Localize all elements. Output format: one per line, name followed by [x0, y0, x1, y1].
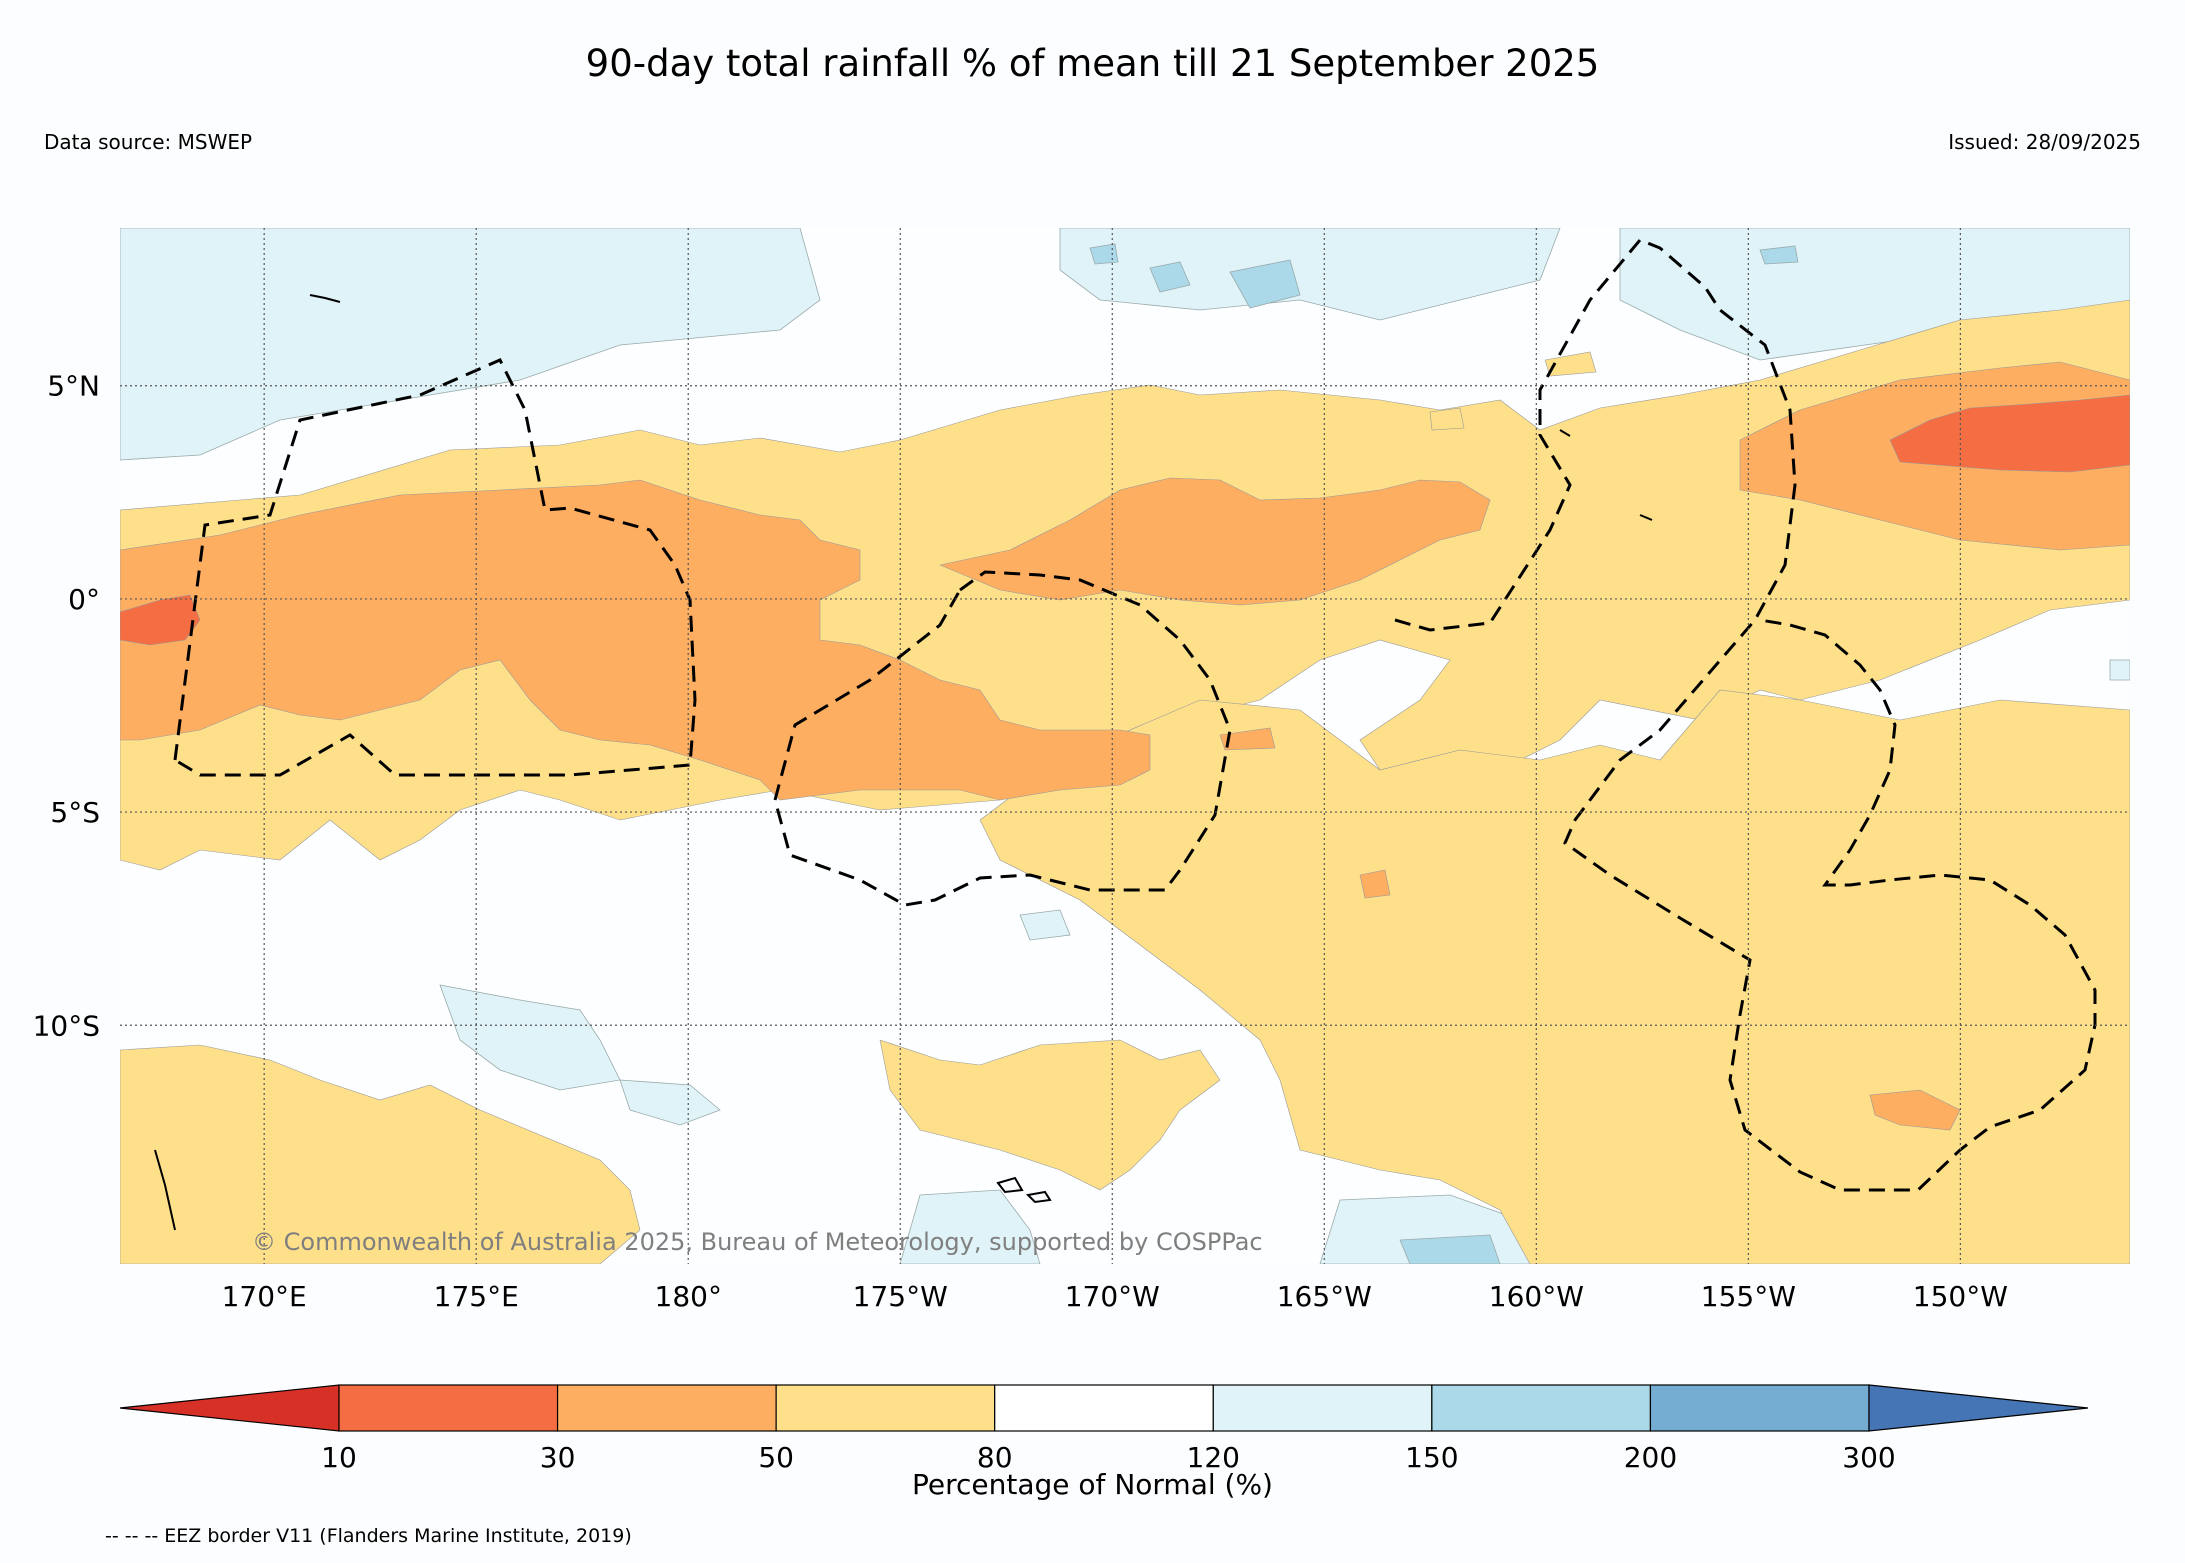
copyright-notice: © Commonwealth of Australia 2025, Bureau… — [252, 1228, 1263, 1256]
colorbar-tick-label: 300 — [1842, 1441, 1895, 1474]
island-outline — [154, 1149, 176, 1231]
wet-patch-north-3 — [1089, 243, 1119, 265]
latitude-label: 10°S — [33, 1009, 100, 1042]
eez-border-kiribati-line — [1394, 238, 2097, 1192]
wet-patch-north-4 — [1759, 245, 1799, 265]
wet-region-north-central — [1059, 228, 1561, 321]
colorbar-bin — [1212, 1384, 1433, 1432]
longitude-label: 160°W — [1489, 1280, 1584, 1313]
longitude-labels: 170°E 175°E 180° 175°W 170°W 165°W 160°W 155°W 1… — [222, 1280, 2008, 1313]
dry-patch-central-2 — [1219, 727, 1276, 751]
dry-region-central-north — [938, 477, 1491, 606]
colorbar-bin — [1649, 1384, 1870, 1432]
colorbar-bin — [994, 1384, 1214, 1432]
island-outline — [309, 294, 341, 303]
colorbar-label: Percentage of Normal (%) — [912, 1468, 1273, 1501]
longitude-label: 170°W — [1065, 1280, 1160, 1313]
latitude-label: 5°N — [47, 370, 100, 403]
issued-date-label: Issued: 28/09/2025 — [1948, 130, 2141, 154]
latitude-label: 5°S — [50, 796, 100, 829]
wet-patch-north-2 — [1229, 259, 1301, 309]
island-outline — [996, 1176, 1024, 1194]
colorbar-over-triangle — [1868, 1384, 2089, 1432]
wet-region-south-central — [619, 1079, 721, 1126]
wet-region-south-1 — [899, 1189, 1041, 1264]
island-outlines — [154, 294, 1653, 1231]
dry-patch-central-1 — [1359, 869, 1391, 899]
latitude-label: 0° — [68, 583, 100, 616]
colorbar-tick-label: 150 — [1405, 1441, 1458, 1474]
colorbar-tick-label: 10 — [321, 1441, 357, 1474]
colorbar-bin — [338, 1384, 559, 1432]
colorbar — [119, 1384, 2089, 1432]
dry-region-west-core — [120, 479, 1151, 801]
dry-10-30-regions — [120, 394, 2130, 646]
wet-patch-north-1 — [1149, 261, 1191, 293]
map-title: 90-day total rainfall % of mean till 21 … — [585, 42, 1600, 85]
dry-patch-south-east — [1869, 1089, 1961, 1131]
colorbar-under-triangle — [119, 1384, 340, 1432]
longitude-label: 165°W — [1277, 1280, 1372, 1313]
longitude-label: 180° — [655, 1280, 722, 1313]
map-plot-area — [120, 228, 2130, 1264]
colorbar-tick-label: 50 — [758, 1441, 794, 1474]
wet-patch-south-1 — [1399, 1234, 1501, 1264]
colorbar-bin — [1431, 1384, 1652, 1432]
dry-patch-north-1 — [1544, 351, 1597, 377]
dry-region-southwest — [120, 1044, 641, 1264]
dry-region-far-east — [1889, 394, 2130, 473]
colorbar-bin — [556, 1384, 777, 1432]
eez-legend-note: -- -- -- EEZ border V11 (Flanders Marine… — [105, 1525, 632, 1547]
eez-borders — [173, 238, 2097, 1192]
longitude-label: 155°W — [1701, 1280, 1796, 1313]
eez-border-kiribati-gilbert — [173, 358, 697, 777]
longitude-label: 175°W — [853, 1280, 948, 1313]
colorbar-tick-label: 200 — [1624, 1441, 1677, 1474]
longitude-label: 170°E — [222, 1280, 307, 1313]
latitude-labels: 5°N 0° 5°S 10°S — [33, 370, 100, 1043]
colorbar-tick-label: 80 — [977, 1441, 1013, 1474]
island-outline — [1559, 429, 1571, 437]
data-source-label: Data source: MSWEP — [44, 130, 253, 154]
island-outline — [1639, 514, 1653, 521]
graticule — [120, 228, 2130, 1264]
wet-anomaly-regions — [120, 228, 2130, 1264]
longitude-label: 175°E — [434, 1280, 519, 1313]
longitude-label: 150°W — [1913, 1280, 2008, 1313]
wet-patch-east — [2109, 659, 2130, 681]
colorbar-tick-label: 30 — [540, 1441, 576, 1474]
eez-border-tokelau-phoenix — [773, 570, 1232, 907]
colorbar-tick-labels: 10 30 50 80 120 150 200 300 — [321, 1441, 1896, 1474]
dry-patch-north-2 — [1429, 407, 1465, 431]
island-outline — [1025, 1190, 1052, 1204]
colorbar-bin — [775, 1384, 996, 1432]
dry-region-south-east — [979, 689, 2130, 1264]
dry-region-south-central — [879, 1039, 1221, 1191]
wet-region-northwest — [120, 228, 821, 461]
colorbar-tick-label: 120 — [1187, 1441, 1240, 1474]
wet-patch-south-2 — [1019, 909, 1071, 941]
